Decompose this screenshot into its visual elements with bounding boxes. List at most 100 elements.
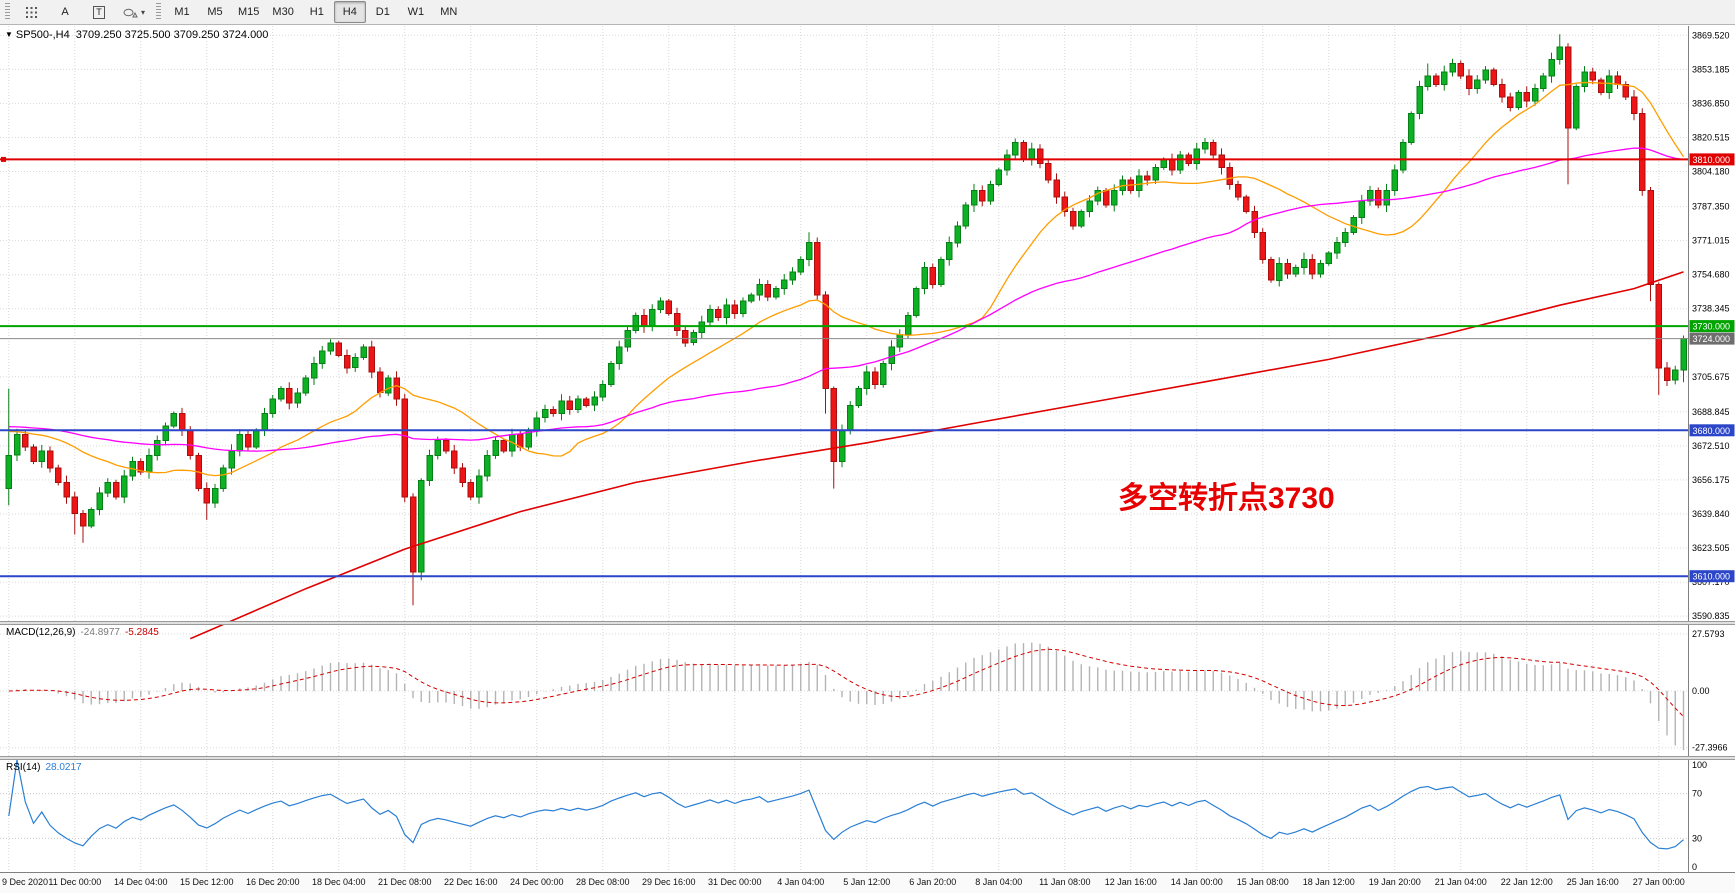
timeframe-button-m15[interactable]: M15 bbox=[238, 6, 260, 18]
timeframe-button-mn[interactable]: MN bbox=[440, 6, 458, 18]
price-tag-3680.000[interactable]: 3680.000 bbox=[1689, 424, 1735, 437]
axis-label: 3869.520 bbox=[1692, 30, 1730, 40]
hline-anchor-marker bbox=[1, 156, 6, 162]
rsi-panel bbox=[8, 759, 1684, 850]
time-axis-label: 22 Dec 16:00 bbox=[444, 877, 498, 887]
svg-text:3610.000: 3610.000 bbox=[1693, 572, 1731, 582]
macd-signal-value: -5.2845 bbox=[124, 627, 159, 638]
axis-label: 3705.675 bbox=[1692, 372, 1730, 382]
time-axis-label: 22 Jan 12:00 bbox=[1501, 877, 1553, 887]
svg-text:3724.000: 3724.000 bbox=[1693, 334, 1731, 344]
time-axis-label: 18 Jan 12:00 bbox=[1303, 877, 1355, 887]
panel-splitter-macd[interactable] bbox=[0, 621, 1735, 625]
chart-annotation: 多空转折点3730 bbox=[1118, 482, 1335, 515]
time-axis-label: 18 Dec 04:00 bbox=[312, 877, 366, 887]
time-axis-label: 9 Dec 2020 bbox=[2, 877, 48, 887]
macd-panel bbox=[8, 642, 1685, 751]
axis-label: 3804.180 bbox=[1692, 166, 1730, 176]
time-axis-label: 8 Jan 04:00 bbox=[975, 877, 1022, 887]
timeframe-button-m1[interactable]: M1 bbox=[174, 6, 190, 18]
time-axis-label: 4 Jan 04:00 bbox=[777, 877, 824, 887]
axis-label: 0 bbox=[1692, 862, 1697, 872]
time-axis-label: 11 Jan 08:00 bbox=[1039, 877, 1090, 887]
grid-layer bbox=[0, 26, 1688, 872]
ma-slow-line bbox=[189, 271, 1684, 640]
time-axis-label: 11 Dec 00:00 bbox=[48, 877, 101, 887]
axis-label: 3590.835 bbox=[1692, 611, 1730, 621]
chart-title: ▼ SP500-,H4 3709.250 3725.500 3709.250 372… bbox=[5, 29, 268, 41]
text-tool-button[interactable]: A bbox=[49, 1, 81, 23]
rsi-label: RSI(14) 28.0217 bbox=[6, 762, 82, 773]
rsi-value: 28.0217 bbox=[45, 762, 82, 773]
time-axis-label: 6 Jan 20:00 bbox=[909, 877, 956, 887]
panel-splitter-rsi[interactable] bbox=[0, 756, 1735, 760]
hlines-layer bbox=[0, 156, 1688, 578]
text-tool-label: A bbox=[61, 6, 69, 18]
textbox-tool-label: T bbox=[93, 5, 105, 19]
timeframe-button-w1[interactable]: W1 bbox=[407, 6, 425, 18]
timeframe-button-d1[interactable]: D1 bbox=[375, 6, 390, 18]
time-axis-label: 24 Dec 00:00 bbox=[510, 877, 564, 887]
axis-label: 3853.185 bbox=[1692, 64, 1730, 74]
chart-ohlc-values: 3709.250 3725.500 3709.250 3724.000 bbox=[75, 29, 269, 41]
axis-label: 100 bbox=[1692, 760, 1707, 770]
time-axis-label: 14 Jan 00:00 bbox=[1171, 877, 1223, 887]
timeframe-button-h1[interactable]: H1 bbox=[309, 6, 324, 18]
rsi-name: RSI(14) bbox=[6, 762, 41, 773]
time-axis-label: 5 Jan 12:00 bbox=[843, 877, 890, 887]
timeframe-button-m30[interactable]: M30 bbox=[272, 6, 294, 18]
time-axis-label: 28 Dec 08:00 bbox=[576, 877, 630, 887]
main-toolbar: A T ▾ M1 M5 M15 M30 H1 H4 D1 W1 MN bbox=[0, 0, 1735, 25]
textbox-tool-button[interactable]: T bbox=[83, 1, 115, 23]
axis-label: 3836.850 bbox=[1692, 98, 1730, 108]
axis-label: -27.3966 bbox=[1692, 743, 1728, 753]
time-axis-label: 19 Jan 20:00 bbox=[1369, 877, 1421, 887]
axis-label: 3623.505 bbox=[1692, 543, 1730, 553]
timeframe-toolbar: M1 M5 M15 M30 H1 H4 D1 W1 MN bbox=[166, 1, 465, 23]
axis-label: 3754.680 bbox=[1692, 270, 1730, 280]
shapes-icon bbox=[123, 8, 138, 17]
candles-layer bbox=[5, 34, 1687, 606]
hline-3810.000[interactable] bbox=[0, 156, 1688, 162]
shapes-tool-button[interactable]: ▾ bbox=[117, 1, 151, 23]
grid-tool-button[interactable] bbox=[15, 1, 47, 23]
chart-symbol-label: SP500-,H4 bbox=[15, 29, 70, 41]
chart-canvas[interactable]: 3869.520 3853.185 3836.850 3820.515 3804.180… bbox=[0, 26, 1735, 893]
time-axis-label: 29 Dec 16:00 bbox=[642, 877, 696, 887]
macd-label: MACD(12,26,9) -24.8977 -5.2845 bbox=[6, 627, 159, 638]
axis-label: 3738.345 bbox=[1692, 304, 1730, 314]
axis-label: 3787.350 bbox=[1692, 202, 1730, 212]
time-axis-label: 16 Dec 20:00 bbox=[246, 877, 300, 887]
time-axis-label: 27 Jan 00:00 bbox=[1633, 877, 1685, 887]
axis-label: 30 bbox=[1692, 833, 1702, 843]
axis-label: 3771.015 bbox=[1692, 236, 1730, 246]
price-tag-3724.000[interactable]: 3724.000 bbox=[1689, 332, 1735, 345]
axis-label: 3672.510 bbox=[1692, 441, 1730, 451]
macd-name: MACD(12,26,9) bbox=[6, 627, 76, 638]
time-axis-label: 31 Dec 00:00 bbox=[708, 877, 762, 887]
time-axis-strip bbox=[0, 872, 1735, 893]
toolbar-gripper-2[interactable] bbox=[156, 3, 162, 21]
svg-text:3810.000: 3810.000 bbox=[1693, 155, 1731, 165]
price-axis[interactable]: 3869.520 3853.185 3836.850 3820.515 3804.180… bbox=[0, 26, 1735, 893]
time-axis-label: 15 Dec 12:00 bbox=[180, 877, 234, 887]
grid-icon bbox=[25, 6, 37, 18]
chart-dropdown-icon[interactable]: ▼ bbox=[5, 30, 13, 39]
timeframe-button-h4[interactable]: H4 bbox=[333, 1, 366, 23]
time-axis-label: 21 Dec 08:00 bbox=[378, 877, 432, 887]
svg-text:3680.000: 3680.000 bbox=[1693, 426, 1731, 436]
axis-label: 27.5793 bbox=[1692, 629, 1725, 639]
ma-fast-line bbox=[8, 81, 1685, 477]
toolbar-gripper[interactable] bbox=[5, 3, 10, 21]
chevron-down-icon: ▾ bbox=[141, 7, 146, 17]
time-axis-label: 25 Jan 16:00 bbox=[1567, 877, 1619, 887]
time-axis-label: 12 Jan 16:00 bbox=[1105, 877, 1157, 887]
price-tag-3730.000[interactable]: 3730.000 bbox=[1689, 320, 1735, 333]
time-axis[interactable]: 9 Dec 2020 11 Dec 00:00 14 Dec 04:00 15 Dec… bbox=[2, 877, 1685, 887]
price-tag-3610.000[interactable]: 3610.000 bbox=[1689, 570, 1735, 583]
ma-mid-line bbox=[8, 147, 1684, 452]
price-tag-3810.000[interactable]: 3810.000 bbox=[1689, 153, 1735, 166]
time-axis-label: 15 Jan 08:00 bbox=[1237, 877, 1289, 887]
timeframe-button-m5[interactable]: M5 bbox=[207, 6, 223, 18]
axis-label: 3820.515 bbox=[1692, 132, 1730, 142]
